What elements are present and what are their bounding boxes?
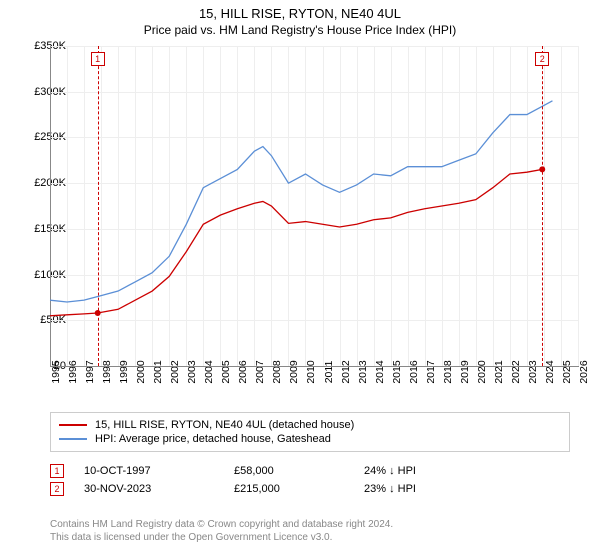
marker-price: £58,000 [234, 465, 344, 477]
footnote-line: This data is licensed under the Open Gov… [50, 531, 570, 544]
legend: 15, HILL RISE, RYTON, NE40 4UL (detached… [50, 412, 570, 452]
marker-table: 1 10-OCT-1997 £58,000 24% ↓ HPI 2 30-NOV… [50, 460, 570, 500]
legend-row: 15, HILL RISE, RYTON, NE40 4UL (detached… [59, 419, 561, 431]
legend-label: HPI: Average price, detached house, Gate… [95, 433, 331, 445]
series-line [50, 167, 544, 316]
marker-box: 1 [91, 52, 105, 66]
title-block: 15, HILL RISE, RYTON, NE40 4UL Price pai… [0, 0, 600, 37]
marker-number-box: 2 [50, 482, 64, 496]
legend-swatch [59, 438, 87, 440]
marker-delta: 23% ↓ HPI [364, 483, 416, 495]
marker-date: 30-NOV-2023 [84, 483, 214, 495]
x-tick-label: 2026 [578, 360, 590, 383]
table-row: 1 10-OCT-1997 £58,000 24% ↓ HPI [50, 464, 570, 478]
chart-lines [50, 46, 578, 366]
marker-box: 2 [535, 52, 549, 66]
series-line [50, 101, 552, 302]
footnote-line: Contains HM Land Registry data © Crown c… [50, 518, 570, 531]
chart-title: 15, HILL RISE, RYTON, NE40 4UL [0, 6, 600, 21]
legend-row: HPI: Average price, detached house, Gate… [59, 433, 561, 445]
marker-date: 10-OCT-1997 [84, 465, 214, 477]
marker-delta: 24% ↓ HPI [364, 465, 416, 477]
legend-label: 15, HILL RISE, RYTON, NE40 4UL (detached… [95, 419, 354, 431]
table-row: 2 30-NOV-2023 £215,000 23% ↓ HPI [50, 482, 570, 496]
footnote: Contains HM Land Registry data © Crown c… [50, 518, 570, 544]
chart-subtitle: Price paid vs. HM Land Registry's House … [0, 23, 600, 37]
chart-container: 15, HILL RISE, RYTON, NE40 4UL Price pai… [0, 0, 600, 560]
legend-swatch [59, 424, 87, 426]
marker-price: £215,000 [234, 483, 344, 495]
marker-number-box: 1 [50, 464, 64, 478]
